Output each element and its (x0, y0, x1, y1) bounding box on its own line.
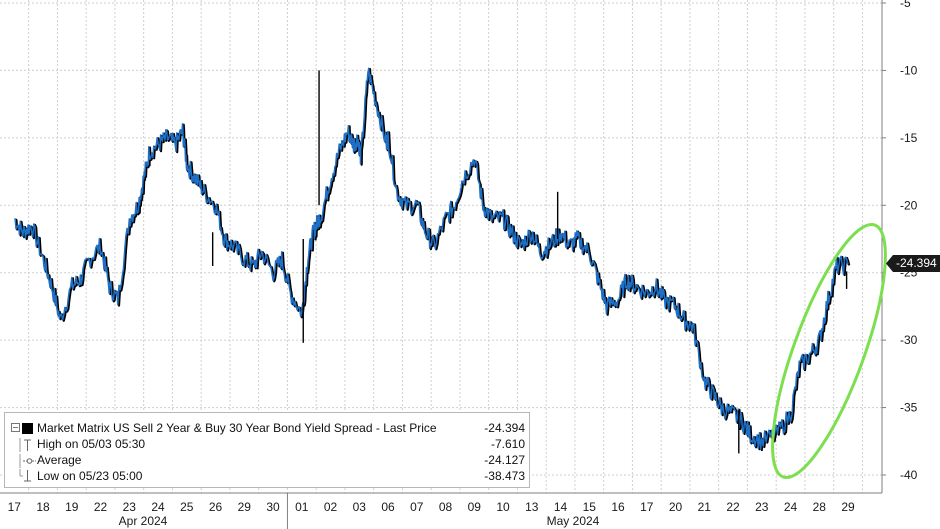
y-tick-label: -10 (900, 63, 918, 77)
y-tick-label: -15 (900, 131, 918, 145)
legend-low-value: -38.473 (484, 469, 525, 483)
average-marker-icon (19, 454, 36, 468)
x-tick-label: 20 (669, 500, 683, 514)
x-tick-label: 21 (698, 500, 712, 514)
x-tick-label: 13 (525, 500, 539, 514)
legend-row-high: High on 05/03 05:30 -7.610 (5, 436, 529, 452)
legend-low-label: Low on 05/23 05:00 (37, 469, 143, 483)
month-label: Apr 2024 (119, 514, 168, 528)
x-tick-label: 02 (324, 500, 338, 514)
x-tick-label: 22 (726, 500, 740, 514)
x-tick-label: 06 (381, 500, 395, 514)
x-tick-label: 18 (36, 500, 50, 514)
x-tick-label: 10 (496, 500, 510, 514)
x-tick-label: 03 (353, 500, 367, 514)
x-tick-label: 24 (784, 500, 798, 514)
y-tick-label: -35 (900, 401, 918, 415)
x-tick-label: 23 (123, 500, 137, 514)
series-line (14, 67, 849, 450)
y-tick-label: -30 (900, 333, 918, 347)
series-shadow-line (15, 68, 851, 452)
x-tick-label: 15 (583, 500, 597, 514)
legend-average-value: -24.127 (484, 453, 525, 467)
chart-legend: Market Matrix US Sell 2 Year & Buy 30 Ye… (4, 412, 530, 488)
last-price-tag-shape (886, 255, 940, 272)
low-marker-icon (19, 469, 31, 482)
high-marker-icon (19, 438, 31, 452)
legend-last-price-value: -24.394 (484, 421, 525, 435)
legend-series-swatch-icon (11, 423, 33, 434)
x-tick-label: 22 (94, 500, 108, 514)
x-tick-label: 25 (180, 500, 194, 514)
y-tick-label: -40 (900, 468, 918, 482)
x-tick-label: 29 (238, 500, 252, 514)
x-tick-label: 24 (151, 500, 165, 514)
annotation-layer (771, 223, 887, 479)
x-tick-label: 23 (755, 500, 769, 514)
legend-average-label: Average (37, 453, 82, 467)
x-tick-label: 09 (468, 500, 482, 514)
x-tick-label: 28 (813, 500, 827, 514)
x-tick-label: 19 (65, 500, 79, 514)
x-tick-label: 16 (611, 500, 625, 514)
series-layer (14, 67, 851, 454)
legend-high-label: High on 05/03 05:30 (37, 437, 146, 451)
x-tick-label: 30 (266, 500, 280, 514)
x-tick-label: 01 (295, 500, 309, 514)
x-tick-label: 17 (8, 500, 22, 514)
legend-last-price-label: Market Matrix US Sell 2 Year & Buy 30 Ye… (37, 421, 437, 435)
month-label: May 2024 (547, 514, 600, 528)
legend-row-last-price: Market Matrix US Sell 2 Year & Buy 30 Ye… (5, 420, 529, 436)
y-tick-label: -20 (900, 198, 918, 212)
x-tick-label: 29 (841, 500, 855, 514)
x-tick-label: 14 (554, 500, 568, 514)
y-tick-label: -5 (900, 0, 911, 10)
x-tick-label: 07 (410, 500, 424, 514)
axis-layer (0, 0, 886, 529)
x-tick-label: 17 (640, 500, 654, 514)
legend-row-low: Low on 05/23 05:00 -38.473 (5, 468, 529, 484)
highlight-ellipse (771, 223, 887, 479)
x-tick-label: 26 (209, 500, 223, 514)
last-price-tag: -24.394 (886, 255, 940, 272)
x-tick-label: 08 (439, 500, 453, 514)
legend-high-value: -7.610 (490, 437, 525, 451)
legend-row-average: Average -24.127 (5, 452, 529, 468)
last-price-tag-value: -24.394 (896, 256, 937, 270)
